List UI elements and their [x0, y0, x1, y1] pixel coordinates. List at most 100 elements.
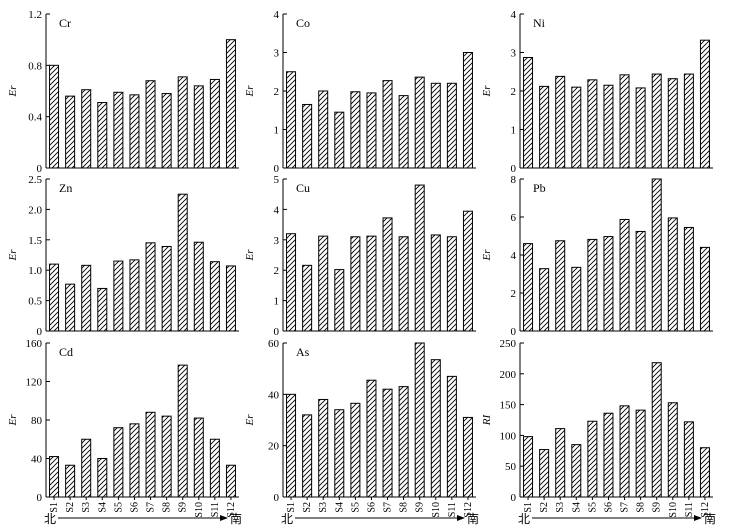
bar-s1 — [286, 233, 297, 332]
x-tick-label: S12 — [226, 502, 237, 518]
chart-panel-as: 0 20 40 60 Er As S1 S2 S3 S4 S5 S6 S7 S8 S9 S10 S11 S12 北 南 — [244, 338, 479, 526]
y-tick-label: 60 — [268, 338, 280, 350]
bar-s12 — [225, 464, 236, 498]
x-tick-label: S1 — [523, 502, 534, 513]
y-tick-label: 0 — [274, 163, 280, 175]
y-tick-label: 0 — [37, 326, 43, 338]
bar-s2 — [302, 264, 313, 332]
bar-s7 — [619, 218, 630, 332]
y-tick-label: 5 — [274, 174, 280, 186]
direction-start-label: 北 — [44, 512, 56, 526]
bar-s8 — [161, 415, 172, 498]
panel-label: Ni — [533, 16, 546, 30]
direction-start-label: 北 — [518, 512, 530, 526]
bar-s10 — [430, 234, 441, 332]
bar-s9 — [414, 184, 425, 332]
y-tick-label: 3 — [511, 48, 517, 60]
bar-s12 — [699, 246, 710, 332]
y-tick-label: 0 — [511, 492, 517, 504]
bar-s7 — [145, 242, 156, 332]
x-tick-label: S9 — [178, 502, 189, 513]
bar-s5 — [587, 420, 598, 498]
y-axis-label: Er — [481, 249, 493, 262]
bar-s11 — [683, 421, 694, 498]
bar-s7 — [382, 388, 393, 498]
bar-s6 — [603, 84, 614, 169]
bar-s11 — [446, 236, 457, 332]
bar-s11 — [446, 82, 457, 169]
bar-s9 — [414, 76, 425, 169]
bar-s7 — [382, 217, 393, 332]
y-tick-label: 2.0 — [28, 204, 42, 216]
y-tick-label: 4 — [274, 9, 280, 21]
y-tick-label: 2 — [274, 86, 280, 98]
y-tick-label: 250 — [500, 338, 517, 350]
bar-s4 — [334, 269, 345, 332]
y-tick-label: 100 — [500, 430, 517, 442]
bar-s6 — [366, 92, 377, 169]
panel-label: Cu — [296, 181, 310, 195]
bar-s3 — [555, 428, 566, 498]
panel-label: Cd — [59, 345, 73, 359]
x-tick-label: S11 — [447, 502, 458, 517]
bar-s9 — [651, 362, 662, 498]
bar-s11 — [209, 78, 220, 169]
bar-s8 — [635, 409, 646, 498]
bar-s11 — [446, 375, 457, 498]
bar-s12 — [462, 210, 473, 332]
y-tick-label: 50 — [505, 461, 517, 473]
x-tick-label: S3 — [81, 502, 92, 513]
x-tick-label: S2 — [65, 502, 76, 513]
bar-s4 — [97, 458, 108, 498]
chart-panel-ri: 0 50 100 150 200 250 RI S1 S2 S3 S4 S5 S6 S7 S8 S9 S10 S1… — [481, 338, 716, 526]
bar-s1 — [286, 393, 297, 498]
panel-label: Co — [296, 16, 310, 30]
bar-s3 — [81, 264, 92, 332]
x-tick-label: S4 — [334, 502, 345, 513]
bar-s12 — [225, 39, 236, 169]
bar-s7 — [619, 74, 630, 169]
bar-s7 — [619, 405, 630, 498]
bar-s4 — [334, 409, 345, 498]
bar-s1 — [523, 436, 534, 498]
y-tick-label: 2 — [511, 288, 517, 300]
bar-s8 — [398, 386, 409, 498]
bar-s10 — [667, 78, 678, 169]
bar-s9 — [651, 73, 662, 169]
chart-panel-zn: 0 0.5 1.0 1.5 2.0 2.5 Er Zn — [7, 174, 239, 338]
y-tick-label: 0 — [37, 492, 43, 504]
direction-end-label: 南 — [704, 511, 716, 526]
y-axis-label: Er — [7, 85, 19, 98]
x-tick-label: S3 — [318, 502, 329, 513]
bar-s2 — [65, 464, 76, 498]
y-tick-label: 0 — [511, 163, 517, 175]
x-tick-label: S5 — [350, 502, 361, 513]
y-axis-label: Er — [7, 249, 19, 262]
bar-s4 — [334, 111, 345, 169]
panel-label: Cr — [59, 16, 71, 30]
bar-s5 — [350, 91, 361, 169]
bar-s7 — [145, 411, 156, 498]
bar-s10 — [667, 402, 678, 498]
bar-s5 — [587, 79, 598, 169]
y-tick-label: 8 — [511, 174, 517, 186]
y-tick-label: 0 — [274, 326, 280, 338]
x-tick-label: S6 — [129, 502, 140, 513]
y-tick-label: 0.5 — [28, 296, 42, 308]
x-tick-label: S1 — [286, 502, 297, 513]
x-tick-label: S9 — [652, 502, 663, 513]
x-tick-label: S7 — [383, 502, 394, 513]
x-tick-label: S12 — [700, 502, 711, 518]
y-tick-label: 120 — [26, 377, 43, 389]
x-tick-label: S7 — [146, 502, 157, 513]
y-axis-label: Er — [244, 249, 256, 262]
bar-s6 — [129, 423, 140, 498]
bar-s12 — [462, 52, 473, 169]
x-tick-label: S8 — [162, 502, 173, 513]
bar-s5 — [350, 402, 361, 498]
x-tick-label: S4 — [571, 502, 582, 513]
bar-s8 — [635, 87, 646, 169]
bar-s11 — [209, 261, 220, 332]
x-tick-label: S1 — [49, 502, 60, 513]
